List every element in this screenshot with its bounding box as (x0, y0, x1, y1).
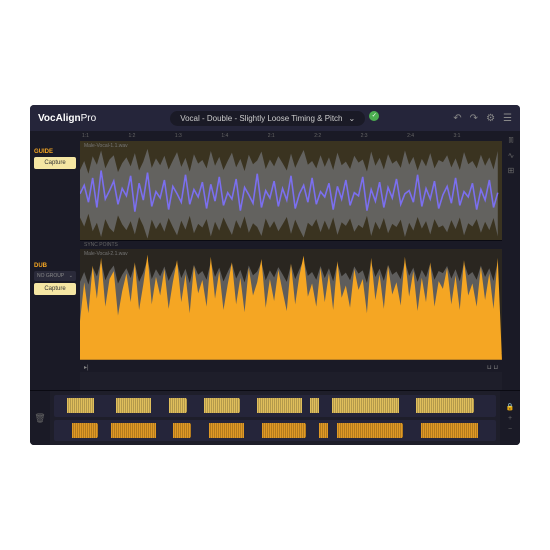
timeline-tracks[interactable] (50, 391, 500, 445)
app-window: VocAlignPro Vocal - Double - Slightly Lo… (30, 105, 520, 445)
time-ruler[interactable]: 1:11:21:31:42:12:22:32:43:1 (80, 131, 502, 141)
redo-button[interactable]: ↷ (470, 113, 478, 124)
dub-capture-button[interactable]: Capture (34, 283, 76, 295)
menu-icon[interactable]: ☰ (503, 113, 512, 124)
app-logo: VocAlignPro (38, 113, 96, 124)
header: VocAlignPro Vocal - Double - Slightly Lo… (30, 105, 520, 131)
zoom-out-icon[interactable]: − (508, 426, 512, 433)
timeline-track-dub[interactable] (54, 420, 496, 442)
check-icon: ✓ (369, 111, 379, 121)
undo-button[interactable]: ↶ (453, 113, 461, 124)
header-actions: ↶ ↷ ⚙ ☰ (453, 113, 512, 124)
transport-bar: ▸| ⊔ ⊔ (80, 362, 502, 372)
snap-icon[interactable]: ⊞ (508, 166, 515, 175)
preset-area: Vocal - Double - Slightly Loose Timing &… (104, 111, 445, 126)
sidebar: GUIDE Capture DUB NO GROUP ⌄ Capture (30, 131, 80, 390)
chevron-down-icon: ⌄ (69, 273, 73, 279)
pitch-view-icon[interactable]: ∿ (508, 151, 515, 160)
chevron-down-icon: ⌄ (349, 114, 356, 123)
guide-capture-button[interactable]: Capture (34, 157, 76, 169)
play-button[interactable]: ▸| (84, 364, 89, 371)
gear-icon[interactable]: ⚙ (486, 113, 495, 124)
preset-selector[interactable]: Vocal - Double - Slightly Loose Timing &… (170, 111, 365, 126)
dub-label: DUB (34, 263, 76, 269)
guide-label: GUIDE (34, 149, 76, 155)
timeline-overview: 🗑 🔒 + − (30, 390, 520, 445)
main-area: 1:11:21:31:42:12:22:32:43:1 Male-Vocal-1… (80, 131, 502, 390)
dub-group-label: NO GROUP (37, 273, 64, 279)
delete-button[interactable]: 🗑 (30, 391, 50, 445)
app-suffix: Pro (81, 113, 97, 124)
lock-icon[interactable]: 🔒 (506, 403, 515, 411)
waveform-view-icon[interactable]: ⫾⫾ (508, 135, 513, 145)
marker-icon: ⊔ ⊔ (487, 364, 498, 371)
guide-waveform-panel[interactable]: Male-Vocal-1.1.wav (80, 141, 502, 241)
dub-waveform-panel[interactable]: Male-Vocal-2.1.wav (80, 249, 502, 354)
timeline-track-guide[interactable] (54, 395, 496, 417)
timeline-zoom: 🔒 + − (500, 391, 520, 445)
dub-group-selector[interactable]: NO GROUP ⌄ (34, 271, 76, 281)
body: GUIDE Capture DUB NO GROUP ⌄ Capture 1:11… (30, 131, 520, 390)
right-toolbar: ⫾⫾ ∿ ⊞ (502, 131, 520, 390)
guide-waveform (80, 141, 502, 247)
preset-label: Vocal - Double - Slightly Loose Timing &… (180, 114, 342, 123)
dub-waveform (80, 249, 502, 360)
app-name: VocAlign (38, 113, 81, 124)
zoom-in-icon[interactable]: + (508, 415, 512, 422)
